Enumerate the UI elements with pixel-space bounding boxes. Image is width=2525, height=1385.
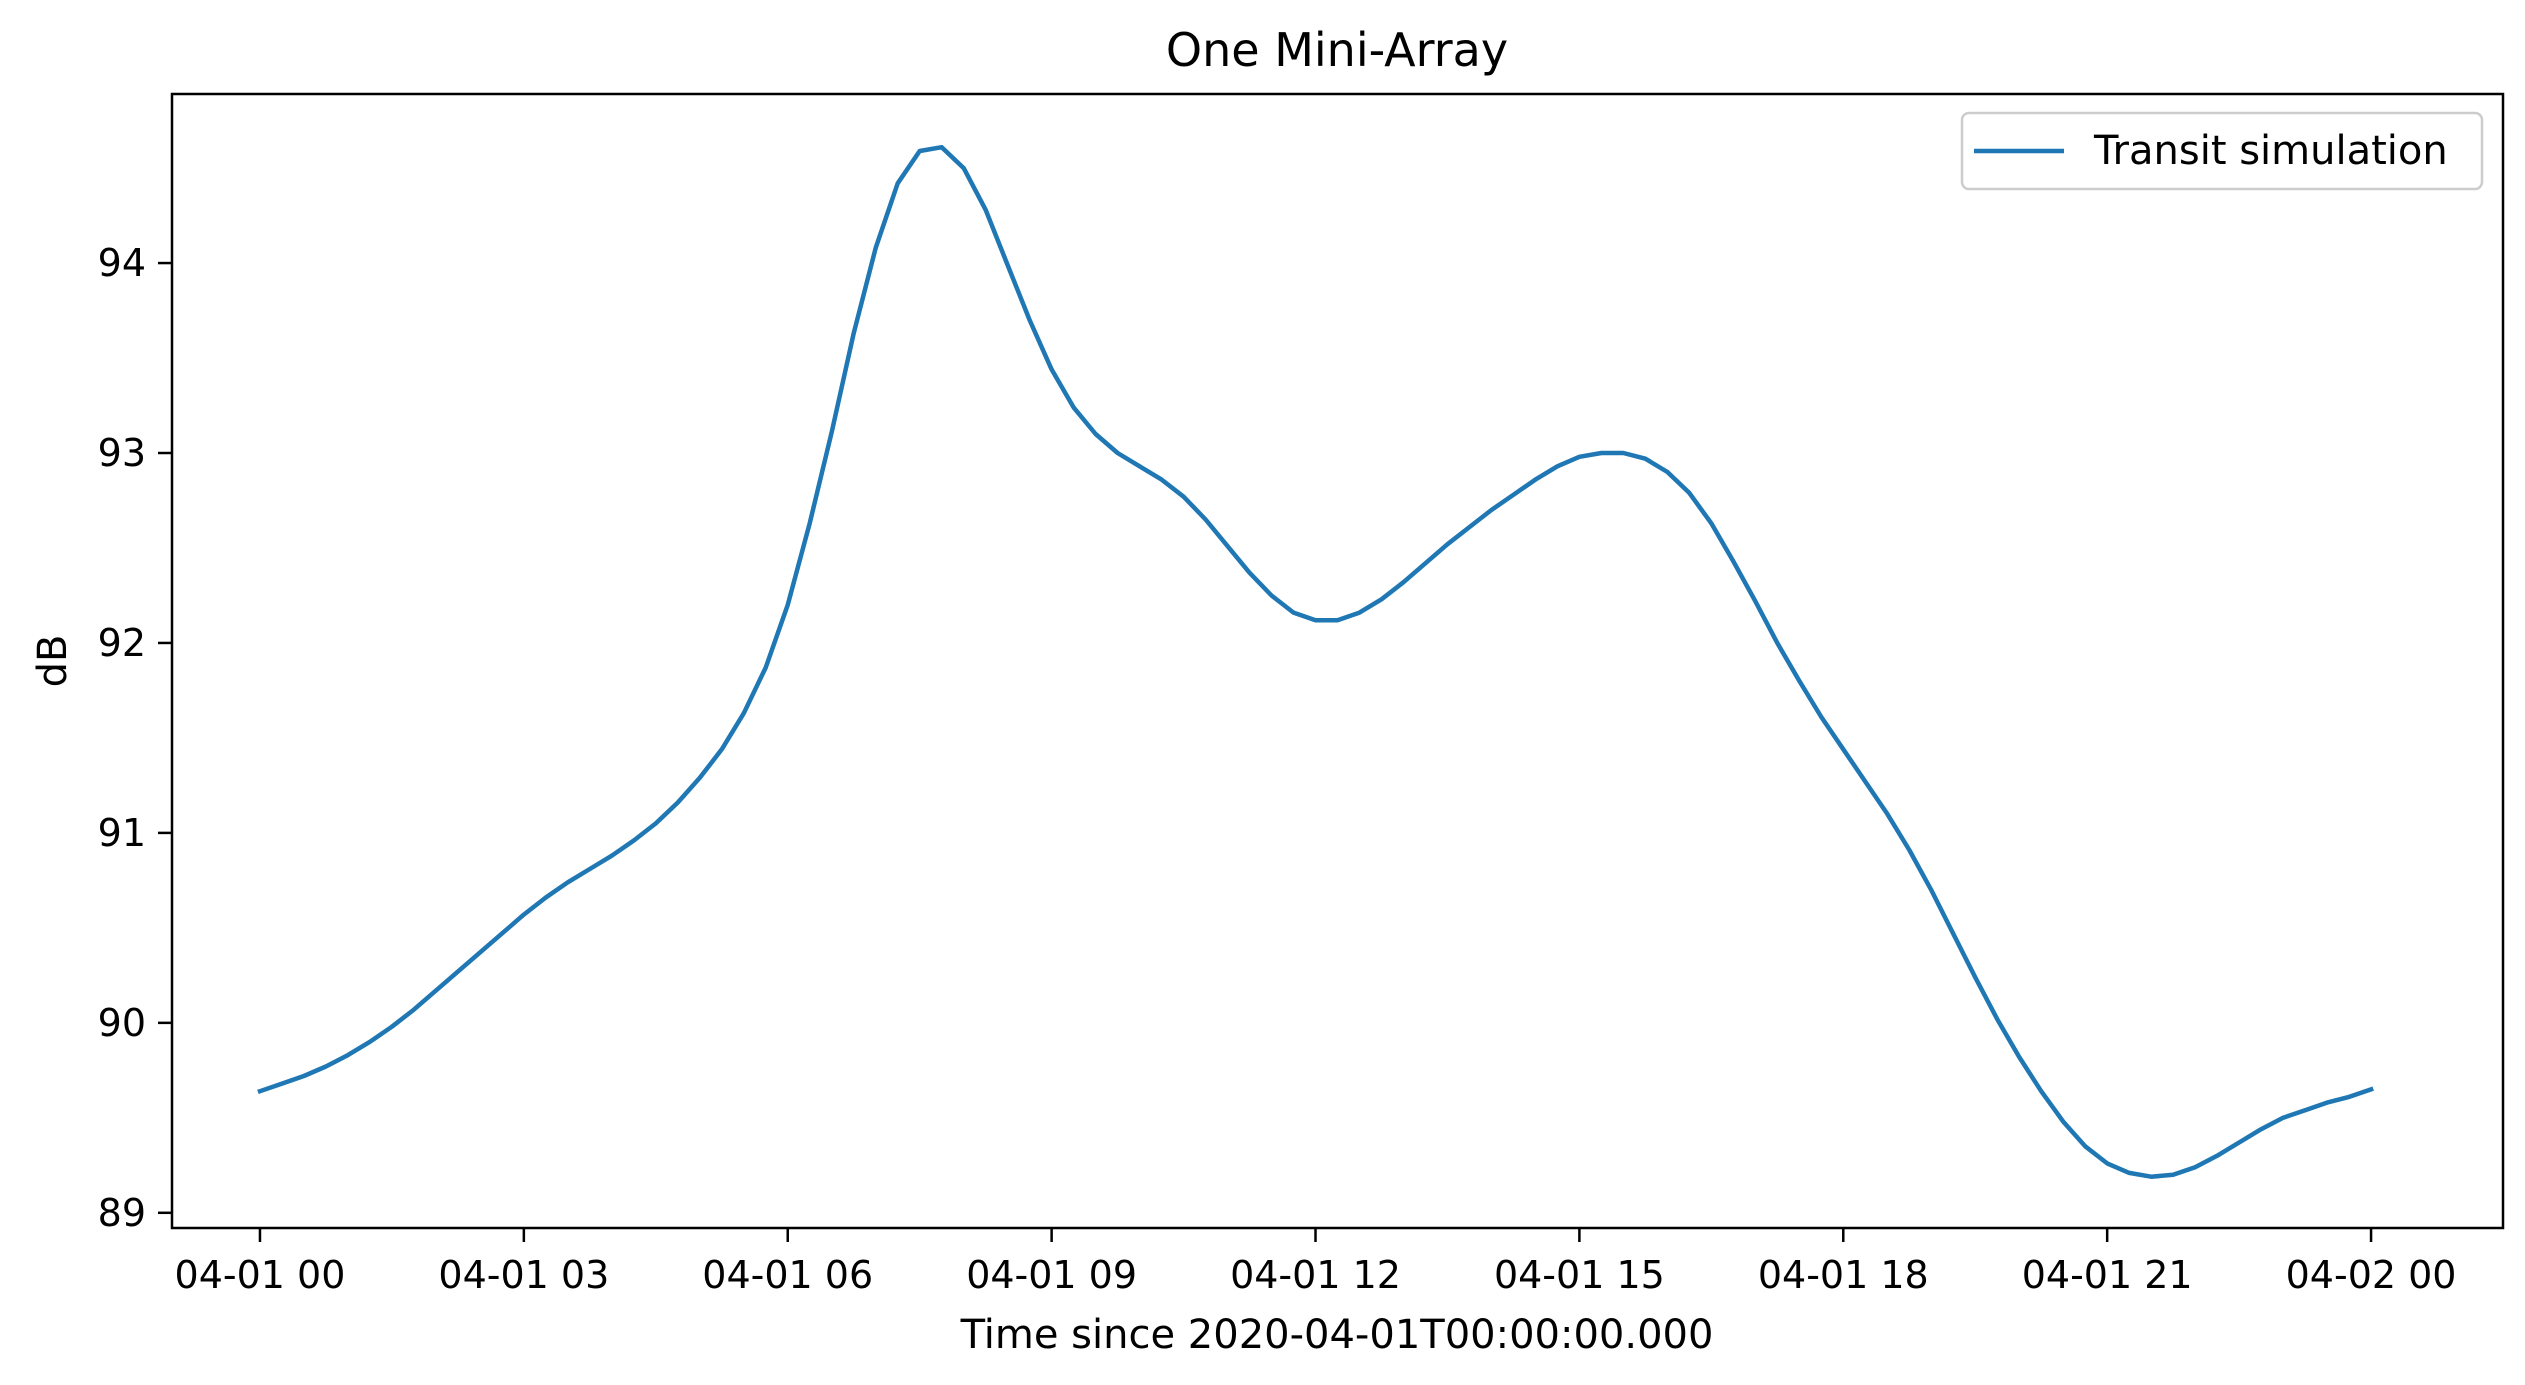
y-tick-label: 91 (98, 811, 146, 855)
x-tick-label: 04-01 03 (438, 1253, 609, 1297)
x-tick-label: 04-01 12 (1230, 1253, 1401, 1297)
y-tick-label: 93 (98, 431, 146, 475)
y-tick-label: 94 (98, 241, 146, 285)
plot-area (257, 144, 2374, 1179)
y-tick-label: 89 (98, 1191, 146, 1235)
x-tick-label: 04-01 06 (702, 1253, 873, 1297)
legend: Transit simulation (1960, 111, 2484, 191)
x-tick-label: 04-01 18 (1758, 1253, 1929, 1297)
y-axis: 89 90 91 92 93 94 (98, 241, 172, 1235)
y-tick-label: 90 (98, 1001, 146, 1045)
x-tick-label: 04-01 15 (1494, 1253, 1665, 1297)
x-tick-label: 04-02 00 (2286, 1253, 2457, 1297)
legend-box (1960, 111, 2484, 191)
x-tick-label: 04-01 00 (175, 1253, 346, 1297)
legend-label-transit-simulation: Transit simulation (2093, 128, 2448, 174)
chart-title: One Mini-Array (1166, 23, 1508, 77)
x-tick-label: 04-01 09 (966, 1253, 1137, 1297)
y-tick-label: 92 (98, 621, 146, 665)
series-line-transit-simulation (257, 144, 2374, 1179)
x-axis-label: Time since 2020-04-01T00:00:00.000 (960, 1312, 1714, 1358)
y-axis-label: dB (30, 635, 76, 688)
plot-frame (170, 92, 2505, 1230)
x-axis: 04-01 00 04-01 03 04-01 06 04-01 09 04-01 12… (175, 1228, 2457, 1297)
x-tick-label: 04-01 21 (2022, 1253, 2193, 1297)
